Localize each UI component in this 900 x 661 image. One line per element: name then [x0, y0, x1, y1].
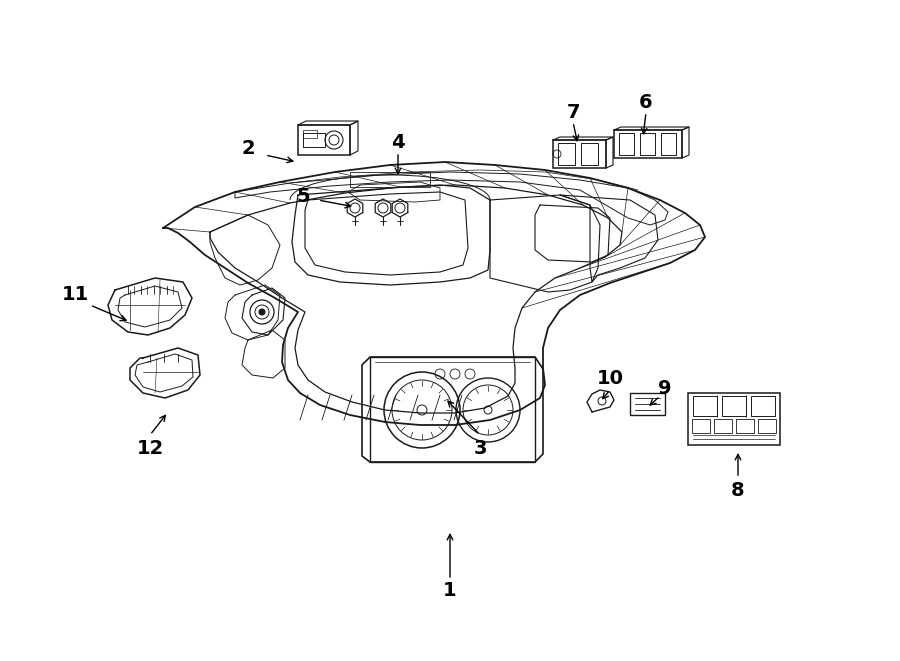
Circle shape	[259, 309, 265, 315]
Bar	[630, 393, 665, 415]
Bar	[303, 133, 325, 147]
Bar	[614, 130, 682, 158]
Bar	[581, 143, 598, 165]
Text: 5: 5	[296, 186, 310, 206]
Text: 11: 11	[61, 286, 88, 305]
Text: 7: 7	[566, 104, 580, 122]
Bar	[758, 419, 776, 433]
Bar	[298, 125, 350, 155]
Bar	[553, 140, 606, 168]
Bar	[751, 396, 775, 416]
Text: 1: 1	[443, 580, 457, 600]
Bar	[661, 133, 676, 155]
Bar	[693, 396, 717, 416]
Bar	[350, 172, 430, 187]
Text: 4: 4	[392, 134, 405, 153]
Bar	[640, 133, 655, 155]
Text: 2: 2	[241, 139, 255, 157]
Text: 10: 10	[597, 368, 624, 387]
Bar	[370, 357, 535, 462]
Bar	[619, 133, 634, 155]
Bar	[558, 143, 575, 165]
Text: 9: 9	[658, 379, 671, 397]
Text: 6: 6	[639, 93, 652, 112]
Text: 8: 8	[731, 481, 745, 500]
Text: 12: 12	[137, 438, 164, 457]
Bar	[688, 393, 780, 445]
Bar	[303, 130, 317, 138]
Text: 3: 3	[473, 438, 487, 457]
Bar	[722, 396, 746, 416]
Bar	[736, 419, 754, 433]
Bar	[692, 419, 710, 433]
Bar	[714, 419, 732, 433]
